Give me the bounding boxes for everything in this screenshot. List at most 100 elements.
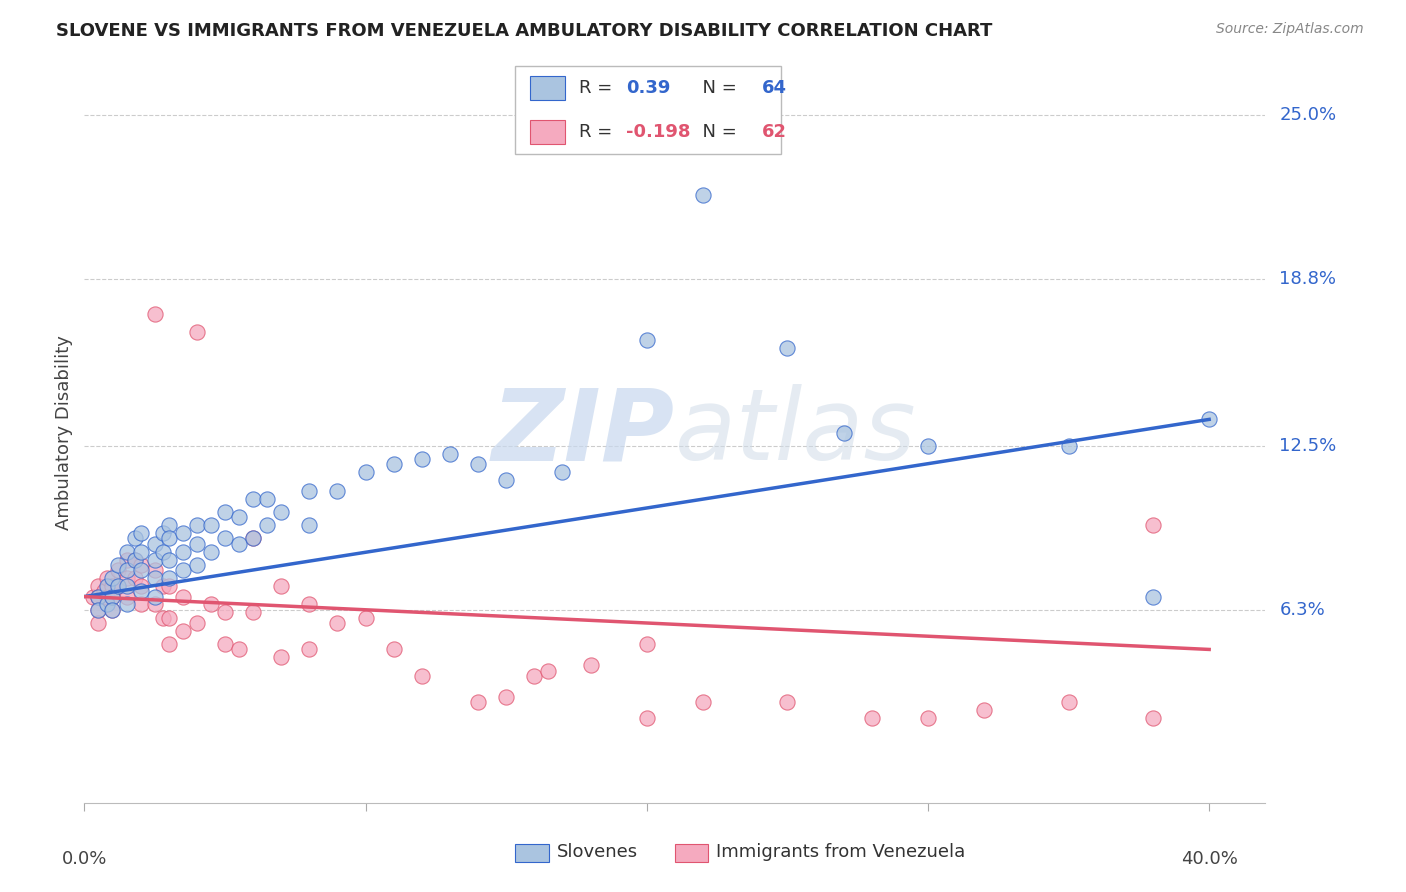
FancyBboxPatch shape bbox=[516, 66, 782, 153]
Point bbox=[172, 526, 194, 541]
Point bbox=[96, 590, 118, 604]
Text: 6.3%: 6.3% bbox=[1279, 601, 1326, 619]
Text: R =: R = bbox=[579, 123, 619, 141]
Point bbox=[172, 624, 194, 638]
Point bbox=[326, 483, 349, 498]
Point bbox=[214, 606, 236, 620]
Point bbox=[87, 615, 110, 630]
Point bbox=[200, 518, 222, 533]
Point bbox=[186, 518, 208, 533]
Point bbox=[143, 552, 166, 566]
Text: ZIP: ZIP bbox=[492, 384, 675, 481]
Text: N =: N = bbox=[692, 79, 742, 97]
Point bbox=[411, 452, 433, 467]
Point bbox=[242, 606, 264, 620]
Point bbox=[298, 598, 321, 612]
Point bbox=[143, 598, 166, 612]
Point bbox=[107, 579, 129, 593]
Point bbox=[636, 637, 658, 651]
Point bbox=[115, 544, 138, 558]
Point bbox=[115, 571, 138, 585]
Point bbox=[107, 558, 129, 572]
Point bbox=[256, 491, 278, 506]
FancyBboxPatch shape bbox=[530, 76, 565, 100]
Y-axis label: Ambulatory Disability: Ambulatory Disability bbox=[55, 335, 73, 530]
Point bbox=[107, 579, 129, 593]
Text: Source: ZipAtlas.com: Source: ZipAtlas.com bbox=[1216, 22, 1364, 37]
Point bbox=[143, 563, 166, 577]
Point bbox=[200, 544, 222, 558]
Point bbox=[87, 603, 110, 617]
Point bbox=[143, 590, 166, 604]
Point bbox=[1198, 412, 1220, 426]
Point bbox=[87, 603, 110, 617]
Text: 0.0%: 0.0% bbox=[62, 850, 107, 869]
Point bbox=[523, 669, 546, 683]
Point bbox=[242, 532, 264, 546]
Point bbox=[214, 637, 236, 651]
Point bbox=[973, 703, 995, 717]
Point bbox=[270, 579, 292, 593]
Point bbox=[636, 711, 658, 725]
Text: 0.39: 0.39 bbox=[627, 79, 671, 97]
Point bbox=[579, 658, 602, 673]
Point bbox=[96, 598, 118, 612]
Point bbox=[228, 642, 250, 657]
Point bbox=[143, 571, 166, 585]
Text: Slovenes: Slovenes bbox=[557, 844, 638, 862]
Point bbox=[636, 333, 658, 347]
Point bbox=[228, 510, 250, 524]
Point bbox=[256, 518, 278, 533]
Point bbox=[152, 579, 174, 593]
Point bbox=[495, 690, 517, 704]
Point bbox=[1057, 439, 1080, 453]
Point bbox=[124, 532, 146, 546]
Text: Immigrants from Venezuela: Immigrants from Venezuela bbox=[716, 844, 966, 862]
Point bbox=[411, 669, 433, 683]
Point bbox=[382, 458, 405, 472]
Point bbox=[917, 439, 939, 453]
Point bbox=[124, 571, 146, 585]
Point bbox=[200, 598, 222, 612]
Point bbox=[101, 590, 124, 604]
Point bbox=[832, 425, 855, 440]
Point bbox=[186, 615, 208, 630]
Point bbox=[298, 642, 321, 657]
Point bbox=[96, 571, 118, 585]
FancyBboxPatch shape bbox=[516, 844, 548, 862]
Point bbox=[152, 611, 174, 625]
Text: -0.198: -0.198 bbox=[627, 123, 690, 141]
Point bbox=[776, 341, 799, 355]
Point bbox=[87, 590, 110, 604]
Point bbox=[82, 590, 104, 604]
Point bbox=[354, 611, 377, 625]
Text: atlas: atlas bbox=[675, 384, 917, 481]
Point bbox=[129, 584, 152, 599]
Text: 12.5%: 12.5% bbox=[1279, 437, 1337, 455]
Point bbox=[1057, 695, 1080, 709]
Point bbox=[157, 579, 180, 593]
Point bbox=[172, 590, 194, 604]
Point bbox=[129, 598, 152, 612]
Point bbox=[124, 552, 146, 566]
Point bbox=[152, 526, 174, 541]
Point bbox=[270, 650, 292, 665]
Point bbox=[186, 536, 208, 550]
Point bbox=[776, 695, 799, 709]
Point bbox=[382, 642, 405, 657]
Point bbox=[115, 598, 138, 612]
Point bbox=[1142, 711, 1164, 725]
Point bbox=[143, 536, 166, 550]
Point bbox=[157, 552, 180, 566]
Text: 62: 62 bbox=[762, 123, 787, 141]
Point bbox=[152, 544, 174, 558]
Text: 18.8%: 18.8% bbox=[1279, 270, 1337, 288]
Point bbox=[551, 465, 574, 479]
Text: R =: R = bbox=[579, 79, 619, 97]
Point bbox=[143, 307, 166, 321]
Point bbox=[242, 532, 264, 546]
Point bbox=[692, 187, 714, 202]
FancyBboxPatch shape bbox=[675, 844, 709, 862]
Point bbox=[186, 558, 208, 572]
Point bbox=[467, 458, 489, 472]
